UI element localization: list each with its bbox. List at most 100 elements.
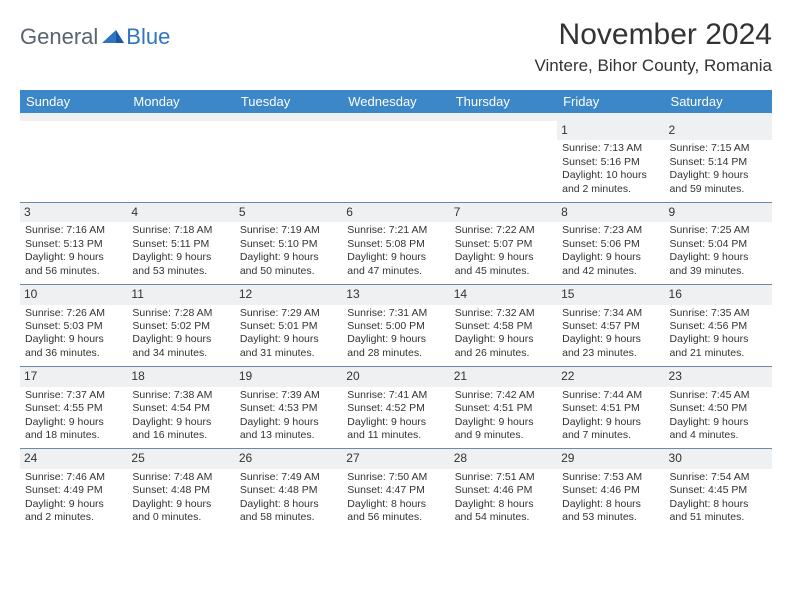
day-day2: and 50 minutes.: [240, 265, 337, 278]
day-day1: Daylight: 9 hours: [562, 251, 659, 264]
day-number: 23: [665, 367, 772, 386]
day-number: 5: [235, 203, 342, 222]
day-cell: 22Sunrise: 7:44 AMSunset: 4:51 PMDayligh…: [557, 367, 664, 449]
day-cell: 2Sunrise: 7:15 AMSunset: 5:14 PMDaylight…: [665, 121, 772, 203]
day-number: 4: [127, 203, 234, 222]
day-number: 3: [20, 203, 127, 222]
day-number: 28: [450, 449, 557, 468]
day-number: 26: [235, 449, 342, 468]
day-cell: 26Sunrise: 7:49 AMSunset: 4:48 PMDayligh…: [235, 449, 342, 530]
day-cell: 1Sunrise: 7:13 AMSunset: 5:16 PMDaylight…: [557, 121, 664, 203]
day-sunset: Sunset: 4:51 PM: [455, 402, 552, 415]
day-number: 22: [557, 367, 664, 386]
day-day1: Daylight: 8 hours: [455, 498, 552, 511]
day-cell: 8Sunrise: 7:23 AMSunset: 5:06 PMDaylight…: [557, 203, 664, 285]
day-cell: 7Sunrise: 7:22 AMSunset: 5:07 PMDaylight…: [450, 203, 557, 285]
day-number: 6: [342, 203, 449, 222]
week-row: 1Sunrise: 7:13 AMSunset: 5:16 PMDaylight…: [20, 121, 772, 203]
day-cell: 29 Sunrise: 7:53 AMSunset: 4:46 PMDayligh…: [557, 449, 664, 530]
day-number: 1: [557, 121, 664, 140]
dow-friday: Friday: [557, 90, 664, 113]
day-cell: 5Sunrise: 7:19 AMSunset: 5:10 PMDaylight…: [235, 203, 342, 285]
day-sunrise: Sunrise: 7:18 AM: [132, 224, 229, 237]
day-sunset: Sunset: 5:10 PM: [240, 238, 337, 251]
day-sunset: Sunset: 4:49 PM: [25, 484, 122, 497]
day-day1: Daylight: 9 hours: [562, 416, 659, 429]
day-day2: and 51 minutes.: [670, 511, 767, 524]
day-cell: 14Sunrise: 7:32 AMSunset: 4:58 PMDayligh…: [450, 285, 557, 367]
header: General Blue November 2024 Vintere, Biho…: [20, 18, 772, 76]
day-day1: Daylight: 9 hours: [347, 251, 444, 264]
day-sunset: Sunset: 5:02 PM: [132, 320, 229, 333]
day-sunset: Sunset: 5:01 PM: [240, 320, 337, 333]
day-cell: 9Sunrise: 7:25 AMSunset: 5:04 PMDaylight…: [665, 203, 772, 285]
dow-thursday: Thursday: [450, 90, 557, 113]
day-sunset: Sunset: 5:00 PM: [347, 320, 444, 333]
dow-sunday: Sunday: [20, 90, 127, 113]
day-day1: Daylight: 8 hours: [670, 498, 767, 511]
day-cell: 20Sunrise: 7:41 AMSunset: 4:52 PMDayligh…: [342, 367, 449, 449]
day-day2: and 9 minutes.: [455, 429, 552, 442]
day-day2: and 53 minutes.: [562, 511, 659, 524]
day-day1: Daylight: 9 hours: [670, 333, 767, 346]
day-sunset: Sunset: 5:04 PM: [670, 238, 767, 251]
day-day1: Daylight: 9 hours: [132, 251, 229, 264]
day-cell: 21Sunrise: 7:42 AMSunset: 4:51 PMDayligh…: [450, 367, 557, 449]
day-sunset: Sunset: 5:08 PM: [347, 238, 444, 251]
day-day1: Daylight: 9 hours: [25, 251, 122, 264]
day-number: 2: [665, 121, 772, 140]
day-day1: Daylight: 9 hours: [240, 333, 337, 346]
day-sunrise: Sunrise: 7:21 AM: [347, 224, 444, 237]
calendar-body: 1Sunrise: 7:13 AMSunset: 5:16 PMDaylight…: [20, 121, 772, 531]
day-number: 25: [127, 449, 234, 468]
day-sunrise: Sunrise: 7:51 AM: [455, 471, 552, 484]
day-sunrise: Sunrise: 7:53 AM: [562, 471, 659, 484]
day-sunset: Sunset: 4:55 PM: [25, 402, 122, 415]
day-day2: and 47 minutes.: [347, 265, 444, 278]
day-day1: Daylight: 9 hours: [670, 251, 767, 264]
logo: General Blue: [20, 24, 170, 50]
day-sunrise: Sunrise: 7:54 AM: [670, 471, 767, 484]
day-sunset: Sunset: 4:48 PM: [132, 484, 229, 497]
day-day2: and 34 minutes.: [132, 347, 229, 360]
day-number: 30: [665, 449, 772, 468]
logo-text-blue: Blue: [126, 24, 170, 50]
day-cell: 13Sunrise: 7:31 AMSunset: 5:00 PMDayligh…: [342, 285, 449, 367]
day-day1: Daylight: 9 hours: [562, 333, 659, 346]
title-block: November 2024 Vintere, Bihor County, Rom…: [535, 18, 773, 76]
day-sunrise: Sunrise: 7:23 AM: [562, 224, 659, 237]
day-sunrise: Sunrise: 7:31 AM: [347, 307, 444, 320]
day-sunrise: Sunrise: 7:34 AM: [562, 307, 659, 320]
week-row: 10Sunrise: 7:26 AMSunset: 5:03 PMDayligh…: [20, 285, 772, 367]
day-number: 24: [20, 449, 127, 468]
day-sunset: Sunset: 4:56 PM: [670, 320, 767, 333]
day-cell: 24Sunrise: 7:46 AMSunset: 4:49 PMDayligh…: [20, 449, 127, 530]
week-row: 3Sunrise: 7:16 AMSunset: 5:13 PMDaylight…: [20, 203, 772, 285]
day-sunrise: Sunrise: 7:13 AM: [562, 142, 659, 155]
day-day1: Daylight: 9 hours: [347, 416, 444, 429]
day-day2: and 7 minutes.: [562, 429, 659, 442]
dow-tuesday: Tuesday: [235, 90, 342, 113]
day-day1: Daylight: 9 hours: [25, 333, 122, 346]
day-cell: 3Sunrise: 7:16 AMSunset: 5:13 PMDaylight…: [20, 203, 127, 285]
day-day1: Daylight: 9 hours: [25, 416, 122, 429]
dow-monday: Monday: [127, 90, 234, 113]
day-number: 10: [20, 285, 127, 304]
day-number: 18: [127, 367, 234, 386]
day-day1: Daylight: 8 hours: [562, 498, 659, 511]
day-day2: and 53 minutes.: [132, 265, 229, 278]
day-day2: and 31 minutes.: [240, 347, 337, 360]
day-day1: Daylight: 9 hours: [25, 498, 122, 511]
day-cell: [450, 121, 557, 203]
day-day2: and 2 minutes.: [25, 511, 122, 524]
day-number: 29: [557, 449, 664, 468]
day-sunrise: Sunrise: 7:32 AM: [455, 307, 552, 320]
day-sunrise: Sunrise: 7:19 AM: [240, 224, 337, 237]
day-sunset: Sunset: 4:51 PM: [562, 402, 659, 415]
day-sunset: Sunset: 4:46 PM: [562, 484, 659, 497]
day-day2: and 28 minutes.: [347, 347, 444, 360]
day-day1: Daylight: 9 hours: [132, 416, 229, 429]
day-day2: and 56 minutes.: [347, 511, 444, 524]
day-number: 12: [235, 285, 342, 304]
day-number: 17: [20, 367, 127, 386]
